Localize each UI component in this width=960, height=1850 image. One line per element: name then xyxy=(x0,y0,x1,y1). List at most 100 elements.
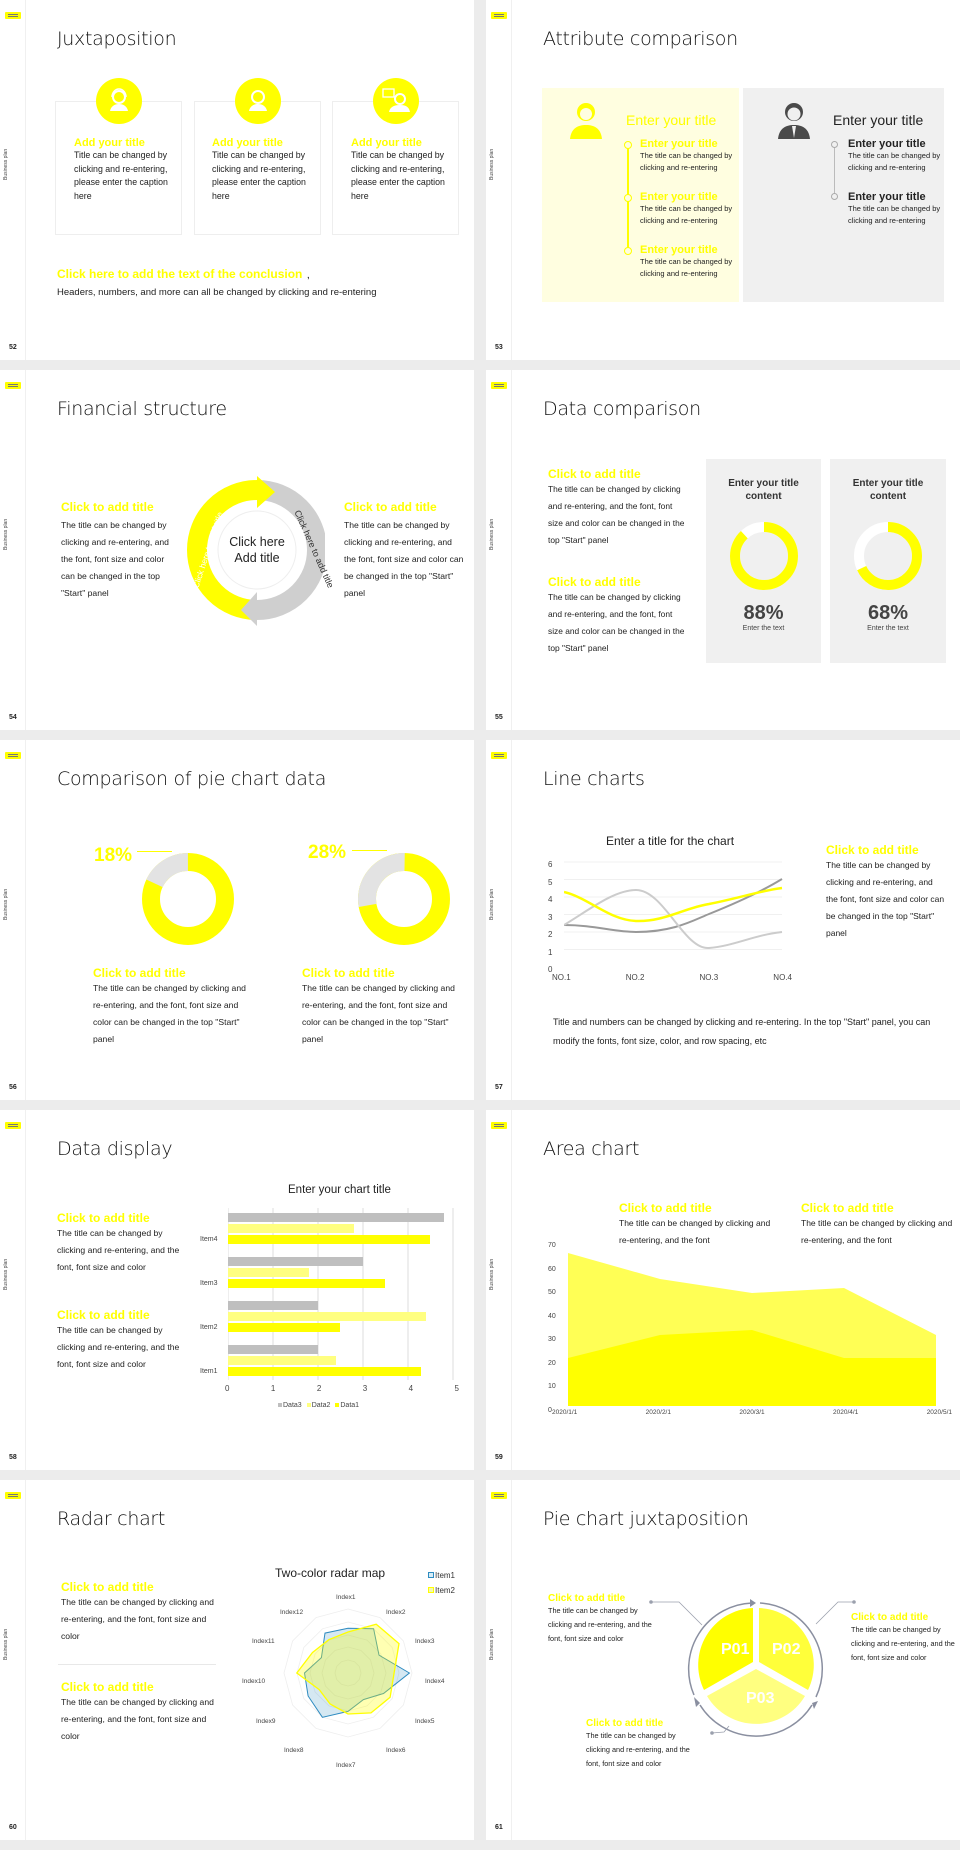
side-label: Business plan xyxy=(489,1258,495,1290)
block-title[interactable]: Click to add title xyxy=(61,500,154,514)
stat-caption[interactable]: Enter the text xyxy=(742,625,785,632)
legend-item-data1[interactable]: Data1 xyxy=(335,1402,359,1409)
legend-item-2[interactable]: Item2 xyxy=(428,1583,455,1598)
block-text[interactable]: The title can be changed by clicking and… xyxy=(61,1697,214,1741)
legend-item-data2[interactable]: Data2 xyxy=(306,1402,330,1409)
slide-55[interactable]: Business plan 55 Data comparison Click t… xyxy=(486,370,960,730)
block-title[interactable]: Click to add title xyxy=(61,1580,154,1594)
slide-56[interactable]: Business plan 56 Comparison of pie chart… xyxy=(0,740,474,1100)
item-text[interactable]: The title can be changed by clicking and… xyxy=(640,204,733,225)
segment-p02[interactable]: P02 xyxy=(772,1641,801,1658)
item-title[interactable]: Enter your title xyxy=(640,244,718,256)
slide-57[interactable]: Business plan 57 Line charts Enter a tit… xyxy=(486,740,960,1100)
chart-title[interactable]: Two-color radar map xyxy=(275,1566,386,1580)
left-heading[interactable]: Enter your title xyxy=(626,112,717,128)
slide-title[interactable]: Data display xyxy=(57,1138,173,1160)
side-label: Business plan xyxy=(489,888,495,920)
block-text[interactable]: The title can be changed by clicking and… xyxy=(548,1606,652,1643)
block-text[interactable]: The title can be changed by clicking and… xyxy=(93,983,246,1044)
block-text[interactable]: The title can be changed by clicking and… xyxy=(586,1731,690,1768)
block-text[interactable]: The title can be changed by clicking and… xyxy=(57,1325,180,1369)
side-label: Business plan xyxy=(3,1258,9,1290)
item-text[interactable]: The title can be changed by clicking and… xyxy=(848,204,941,225)
card-text[interactable]: Title can be changed by clicking and re-… xyxy=(212,150,306,201)
block-text[interactable]: The title can be changed by clicking and… xyxy=(61,1597,214,1641)
block-title[interactable]: Click to add title xyxy=(801,1201,894,1215)
stat-card-title[interactable]: Enter your title content xyxy=(852,478,924,502)
item-title[interactable]: Enter your title xyxy=(640,191,718,203)
y-labels: Item4 Item3 Item2 Item1 xyxy=(200,1218,218,1394)
legend-item-1[interactable]: Item1 xyxy=(428,1568,455,1583)
block-text[interactable]: The title can be changed by clicking and… xyxy=(619,1218,771,1245)
conclusion-text[interactable]: Headers, numbers, and more can all be ch… xyxy=(57,287,377,298)
block-text[interactable]: The title can be changed by clicking and… xyxy=(548,592,685,653)
item-text[interactable]: The title can be changed by clicking and… xyxy=(848,151,941,172)
stat-caption[interactable]: Enter the text xyxy=(867,625,909,632)
block-title[interactable]: Click to add title xyxy=(302,966,395,980)
block-text[interactable]: The title can be changed by clicking and… xyxy=(57,1228,180,1272)
pie-label-1[interactable]: 18% xyxy=(94,845,133,866)
slide-title[interactable]: Comparison of pie chart data xyxy=(57,768,327,790)
slide-title[interactable]: Attribute comparison xyxy=(543,28,738,50)
item-title[interactable]: Enter your title xyxy=(848,191,926,203)
card-title[interactable]: Add your title xyxy=(351,137,422,149)
slide-title[interactable]: Radar chart xyxy=(57,1508,166,1530)
slide-54[interactable]: Business plan 54 Financial structure Cli… xyxy=(0,370,474,730)
slide-53[interactable]: Business plan 53 Attribute comparison En… xyxy=(486,0,960,360)
card-text[interactable]: Title can be changed by clicking and re-… xyxy=(351,150,445,201)
item-title[interactable]: Enter your title xyxy=(640,138,718,150)
card-title[interactable]: Add your title xyxy=(74,137,145,149)
card-text[interactable]: Title can be changed by clicking and re-… xyxy=(74,150,168,201)
block-title[interactable]: Click to add title xyxy=(61,1680,154,1694)
block-title[interactable]: Click to add title xyxy=(548,1593,626,1604)
block-title[interactable]: Click to add title xyxy=(851,1612,929,1623)
slide-title[interactable]: Juxtaposition xyxy=(57,28,177,50)
segment-p01[interactable]: P01 xyxy=(721,1641,750,1658)
slide-title[interactable]: Line charts xyxy=(543,768,645,790)
stat-card-title[interactable]: Enter your title content xyxy=(728,478,799,502)
item-title[interactable]: Enter your title xyxy=(848,138,926,150)
slide-59[interactable]: Business plan 59 Area chart 70 60 50 40 … xyxy=(486,1110,960,1470)
item-text[interactable]: The title can be changed by clicking and… xyxy=(640,151,733,172)
block-title[interactable]: Click to add title xyxy=(57,1211,150,1225)
pie-label-2[interactable]: 28% xyxy=(308,842,347,863)
block-text[interactable]: The title can be changed by clicking and… xyxy=(302,983,455,1044)
block-title[interactable]: Click to add title xyxy=(586,1718,664,1729)
block-text[interactable]: The title can be changed by clicking and… xyxy=(344,520,464,598)
block-title[interactable]: Click to add title xyxy=(57,1308,150,1322)
y-tick: 2 xyxy=(548,930,553,939)
chart-title[interactable]: Enter your chart title xyxy=(288,1184,391,1196)
item-text[interactable]: The title can be changed by clicking and… xyxy=(640,257,733,278)
block-title[interactable]: Click to add title xyxy=(344,500,437,514)
block-title[interactable]: Click to add title xyxy=(619,1201,712,1215)
center-title[interactable]: Click here Add title xyxy=(217,534,297,566)
footer-text[interactable]: Title and numbers can be changed by clic… xyxy=(553,1017,931,1046)
slide-61[interactable]: Business plan 61 Pie chart juxtaposition… xyxy=(486,1480,960,1840)
stat-card-2[interactable]: Enter your title content 68% Enter the t… xyxy=(830,459,946,663)
slide-title[interactable]: Pie chart juxtaposition xyxy=(543,1508,749,1530)
block-text[interactable]: The title can be changed by clicking and… xyxy=(851,1625,955,1662)
block-text[interactable]: The title can be changed by clicking and… xyxy=(801,1218,953,1245)
slide-title[interactable]: Financial structure xyxy=(57,398,227,420)
card-title[interactable]: Add your title xyxy=(212,137,283,149)
block-title[interactable]: Click to add title xyxy=(548,467,641,481)
slide-60[interactable]: Business plan 60 Radar chart Click to ad… xyxy=(0,1480,474,1840)
chart-title[interactable]: Enter a title for the chart xyxy=(606,834,735,848)
block-text[interactable]: The title can be changed by clicking and… xyxy=(61,520,169,598)
segment-p03[interactable]: P03 xyxy=(746,1690,775,1707)
presenter-icon xyxy=(373,78,419,124)
block-title[interactable]: Click to add title xyxy=(548,575,641,589)
slide-title[interactable]: Area chart xyxy=(543,1138,640,1160)
y-label: Item4 xyxy=(200,1236,218,1243)
block-title[interactable]: Click to add title xyxy=(93,966,186,980)
stat-card-1[interactable]: Enter your title content 88% Enter the t… xyxy=(706,459,821,663)
block-text[interactable]: The title can be changed by clicking and… xyxy=(826,860,945,938)
slide-title[interactable]: Data comparison xyxy=(543,398,701,420)
conclusion-title[interactable]: Click here to add the text of the conclu… xyxy=(57,267,303,281)
block-text[interactable]: The title can be changed by clicking and… xyxy=(548,484,685,545)
right-heading[interactable]: Enter your title xyxy=(833,112,924,128)
legend-item-data3[interactable]: Data3 xyxy=(278,1402,302,1409)
slide-52[interactable]: Business plan 52 Juxtaposition Add your … xyxy=(0,0,474,360)
block-title[interactable]: Click to add title xyxy=(826,843,919,857)
slide-58[interactable]: Business plan 58 Data display Click to a… xyxy=(0,1110,474,1470)
